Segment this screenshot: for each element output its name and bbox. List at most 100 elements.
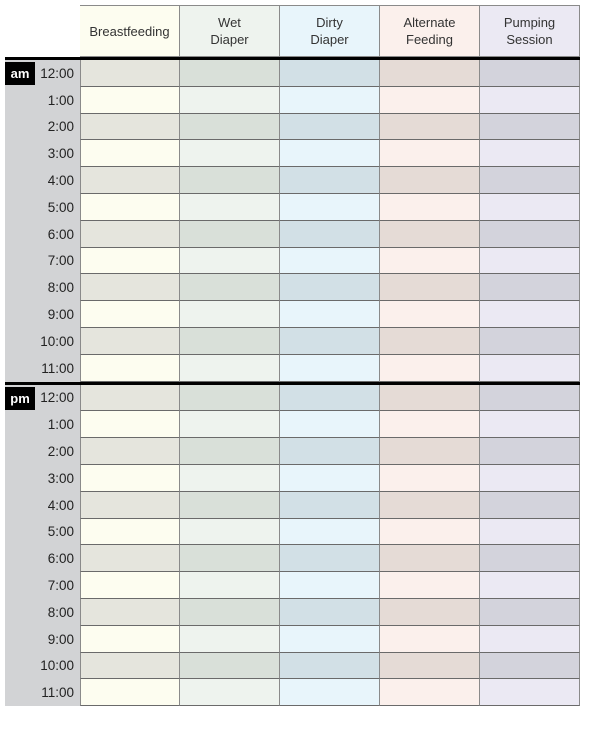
entry-cell[interactable] [280, 354, 380, 382]
entry-cell[interactable] [280, 220, 380, 248]
entry-cell[interactable] [380, 438, 480, 465]
entry-cell[interactable] [180, 545, 280, 573]
entry-cell[interactable] [280, 625, 380, 653]
entry-cell[interactable] [180, 247, 280, 275]
entry-cell[interactable] [280, 193, 380, 221]
entry-cell[interactable] [480, 247, 580, 275]
entry-cell[interactable] [80, 167, 180, 194]
entry-cell[interactable] [380, 301, 480, 328]
entry-cell[interactable] [480, 438, 580, 465]
entry-cell[interactable] [280, 247, 380, 275]
entry-cell[interactable] [180, 572, 280, 599]
entry-cell[interactable] [380, 167, 480, 194]
entry-cell[interactable] [180, 167, 280, 194]
entry-cell[interactable] [80, 86, 180, 114]
entry-cell[interactable] [180, 625, 280, 653]
entry-cell[interactable] [380, 247, 480, 275]
entry-cell[interactable] [80, 274, 180, 302]
entry-cell[interactable] [380, 679, 480, 707]
entry-cell[interactable] [180, 384, 280, 412]
entry-cell[interactable] [480, 652, 580, 680]
entry-cell[interactable] [480, 625, 580, 653]
entry-cell[interactable] [180, 652, 280, 680]
entry-cell[interactable] [80, 679, 180, 707]
entry-cell[interactable] [480, 411, 580, 439]
entry-cell[interactable] [80, 598, 180, 626]
entry-cell[interactable] [480, 354, 580, 382]
entry-cell[interactable] [480, 86, 580, 114]
entry-cell[interactable] [180, 301, 280, 328]
entry-cell[interactable] [80, 652, 180, 680]
entry-cell[interactable] [80, 113, 180, 141]
entry-cell[interactable] [480, 545, 580, 573]
entry-cell[interactable] [80, 464, 180, 492]
entry-cell[interactable] [480, 598, 580, 626]
entry-cell[interactable] [80, 220, 180, 248]
entry-cell[interactable] [280, 572, 380, 599]
entry-cell[interactable] [280, 327, 380, 355]
entry-cell[interactable] [380, 384, 480, 412]
entry-cell[interactable] [180, 464, 280, 492]
entry-cell[interactable] [180, 113, 280, 141]
entry-cell[interactable] [280, 518, 380, 546]
entry-cell[interactable] [480, 491, 580, 519]
entry-cell[interactable] [280, 113, 380, 141]
entry-cell[interactable] [380, 354, 480, 382]
entry-cell[interactable] [180, 86, 280, 114]
entry-cell[interactable] [380, 572, 480, 599]
entry-cell[interactable] [80, 411, 180, 439]
entry-cell[interactable] [180, 354, 280, 382]
entry-cell[interactable] [280, 411, 380, 439]
entry-cell[interactable] [180, 220, 280, 248]
entry-cell[interactable] [80, 384, 180, 412]
entry-cell[interactable] [180, 518, 280, 546]
entry-cell[interactable] [80, 60, 180, 87]
entry-cell[interactable] [480, 301, 580, 328]
entry-cell[interactable] [380, 625, 480, 653]
entry-cell[interactable] [480, 327, 580, 355]
entry-cell[interactable] [80, 438, 180, 465]
entry-cell[interactable] [280, 679, 380, 707]
entry-cell[interactable] [480, 464, 580, 492]
entry-cell[interactable] [80, 625, 180, 653]
entry-cell[interactable] [380, 327, 480, 355]
entry-cell[interactable] [380, 60, 480, 87]
entry-cell[interactable] [280, 545, 380, 573]
entry-cell[interactable] [180, 411, 280, 439]
entry-cell[interactable] [80, 518, 180, 546]
entry-cell[interactable] [280, 598, 380, 626]
entry-cell[interactable] [280, 140, 380, 168]
entry-cell[interactable] [380, 464, 480, 492]
entry-cell[interactable] [280, 86, 380, 114]
entry-cell[interactable] [280, 438, 380, 465]
entry-cell[interactable] [380, 518, 480, 546]
entry-cell[interactable] [180, 60, 280, 87]
entry-cell[interactable] [80, 247, 180, 275]
entry-cell[interactable] [280, 384, 380, 412]
entry-cell[interactable] [380, 545, 480, 573]
entry-cell[interactable] [280, 652, 380, 680]
entry-cell[interactable] [180, 598, 280, 626]
entry-cell[interactable] [80, 140, 180, 168]
entry-cell[interactable] [80, 491, 180, 519]
entry-cell[interactable] [380, 140, 480, 168]
entry-cell[interactable] [480, 60, 580, 87]
entry-cell[interactable] [380, 220, 480, 248]
entry-cell[interactable] [80, 572, 180, 599]
entry-cell[interactable] [280, 167, 380, 194]
entry-cell[interactable] [480, 679, 580, 707]
entry-cell[interactable] [480, 167, 580, 194]
entry-cell[interactable] [180, 140, 280, 168]
entry-cell[interactable] [480, 140, 580, 168]
entry-cell[interactable] [480, 113, 580, 141]
entry-cell[interactable] [380, 411, 480, 439]
entry-cell[interactable] [80, 193, 180, 221]
entry-cell[interactable] [480, 274, 580, 302]
entry-cell[interactable] [380, 598, 480, 626]
entry-cell[interactable] [180, 327, 280, 355]
entry-cell[interactable] [380, 193, 480, 221]
entry-cell[interactable] [80, 301, 180, 328]
entry-cell[interactable] [480, 193, 580, 221]
entry-cell[interactable] [180, 274, 280, 302]
entry-cell[interactable] [380, 113, 480, 141]
